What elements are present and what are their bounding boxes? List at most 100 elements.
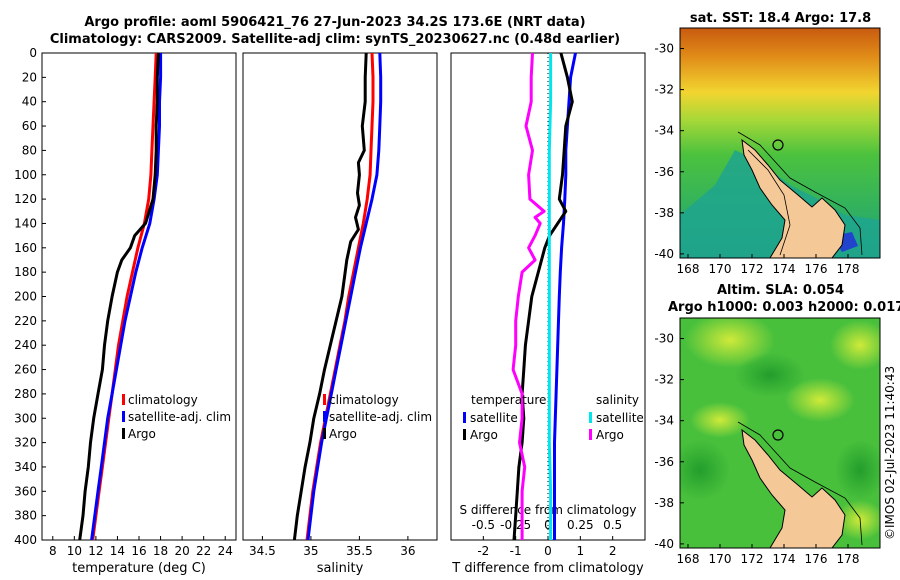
secondary-tick-label: -0.5: [472, 518, 495, 532]
sla-anomaly-patch: [830, 320, 880, 370]
y-tick-label: 220: [14, 314, 37, 328]
legend-swatch: [122, 411, 125, 422]
x-tick-label: 22: [196, 544, 211, 558]
y-tick-label: 260: [14, 363, 37, 377]
y-tick-label: 160: [14, 241, 37, 255]
sla-field: [680, 318, 880, 548]
legend-swatch: [463, 412, 466, 423]
y-tick-label: 360: [14, 484, 37, 498]
sla-map-frame: [679, 317, 881, 549]
series-line-argo: [78, 52, 160, 541]
y-tick-label: 40: [22, 95, 37, 109]
series-line-s-satellite: [547, 53, 553, 540]
y-tick-label: 180: [14, 265, 37, 279]
sst-north-island: [741, 138, 846, 258]
map-x-tick-label: 172: [741, 552, 764, 566]
map-x-tick-label: 176: [805, 552, 828, 566]
map-x-tick-label: 174: [773, 262, 796, 276]
legend-label: Argo: [329, 427, 357, 441]
legend-label: climatology: [128, 393, 198, 407]
sst-map: [680, 28, 880, 258]
plot-frame: [242, 52, 438, 541]
sst-depth-contour-inner: [747, 149, 791, 256]
x-tick-label: 35.5: [346, 544, 373, 558]
x-tick-label: 35: [303, 544, 318, 558]
sla-map-title-line1: Altim. SLA: 0.054: [717, 283, 844, 298]
map-x-tick-label: 170: [709, 262, 732, 276]
x-tick-label: -2: [477, 544, 489, 558]
sla-map: [680, 318, 880, 548]
legend-swatch: [122, 394, 125, 405]
sst-coastal-band: [680, 150, 880, 258]
legend-label: Argo: [596, 428, 624, 442]
legend-label: satellite: [596, 411, 644, 425]
map-x-tick-label: 176: [805, 262, 828, 276]
map-x-tick-label: 178: [837, 262, 860, 276]
sst-argo-marker: [772, 139, 784, 151]
sla-anomaly-patch: [785, 378, 855, 422]
y-tick-label: 100: [14, 168, 37, 182]
x-tick-label: 14: [110, 544, 125, 558]
sst-map-frame: [679, 27, 881, 259]
x-tick-label: 24: [218, 544, 233, 558]
sla-anomaly-patch: [735, 353, 805, 397]
map-x-tick-label: 168: [677, 262, 700, 276]
series-line-s-argo: [511, 52, 546, 540]
legend-title-salinity: salinity: [596, 393, 639, 407]
secondary-tick-label: 0.25: [567, 518, 594, 532]
map-x-tick-label: 172: [741, 262, 764, 276]
x-tick-label: 16: [131, 544, 146, 558]
map-x-tick-label: 170: [709, 552, 732, 566]
sla-anomaly-patch: [835, 500, 880, 540]
y-tick-label: 340: [14, 460, 37, 474]
x-tick-label: -1: [510, 544, 522, 558]
map-x-tick-label: 178: [837, 552, 860, 566]
imos-credit: ©IMOS 02-Jul-2023 11:40:43: [883, 365, 897, 540]
figure-title-line1: Argo profile: aoml 5906421_76 27-Jun-202…: [84, 15, 586, 30]
x-tick-label: 10: [67, 544, 82, 558]
sla-anomaly-patch: [835, 440, 880, 500]
y-tick-label: 60: [22, 119, 37, 133]
legend-label: satellite-adj. clim: [329, 410, 432, 424]
y-tick-label: 140: [14, 216, 37, 230]
legend-swatch: [323, 428, 326, 439]
sla-anomaly-patch: [690, 402, 750, 438]
x-tick-label: 34.5: [249, 544, 276, 558]
legend-swatch: [122, 428, 125, 439]
sla-map-title-line2: Argo h1000: 0.003 h2000: 0.017: [668, 300, 900, 315]
legend-swatch: [463, 429, 466, 440]
y-tick-label: 280: [14, 387, 37, 401]
x-tick-label: 8: [49, 544, 57, 558]
legend-label: Argo: [470, 428, 498, 442]
series-line-argo: [292, 52, 368, 541]
legend-label: satellite: [470, 411, 518, 425]
legend-swatch: [589, 412, 592, 423]
x-tick-label: 0: [544, 544, 552, 558]
sla-depth-contour: [737, 421, 863, 546]
x-axis-label: T difference from climatology: [451, 561, 644, 576]
y-tick-label: 0: [29, 46, 37, 60]
x-tick-label: 36: [400, 544, 415, 558]
sst-field: [680, 28, 880, 258]
x-tick-label: 20: [174, 544, 189, 558]
y-tick-label: 80: [22, 143, 37, 157]
x-tick-label: 1: [577, 544, 585, 558]
y-tick-label: 320: [14, 436, 37, 450]
sla-argo-marker: [772, 429, 784, 441]
y-tick-label: 240: [14, 338, 37, 352]
x-tick-label: 18: [153, 544, 168, 558]
y-tick-label: 20: [22, 70, 37, 84]
legend-swatch: [323, 394, 326, 405]
x-tick-label: 12: [88, 544, 103, 558]
legend-label: Argo: [128, 427, 156, 441]
series-line-satellite-adj-clim: [90, 53, 163, 541]
y-tick-label: 200: [14, 290, 37, 304]
x-axis-label: temperature (deg C): [72, 561, 206, 576]
y-tick-label: 300: [14, 411, 37, 425]
sla-anomaly-patch: [680, 440, 730, 500]
legend-title-temperature: temperature: [471, 393, 546, 407]
legend-label: climatology: [329, 393, 399, 407]
secondary-tick-label: 0.5: [603, 518, 622, 532]
y-tick-label: 380: [14, 509, 37, 523]
